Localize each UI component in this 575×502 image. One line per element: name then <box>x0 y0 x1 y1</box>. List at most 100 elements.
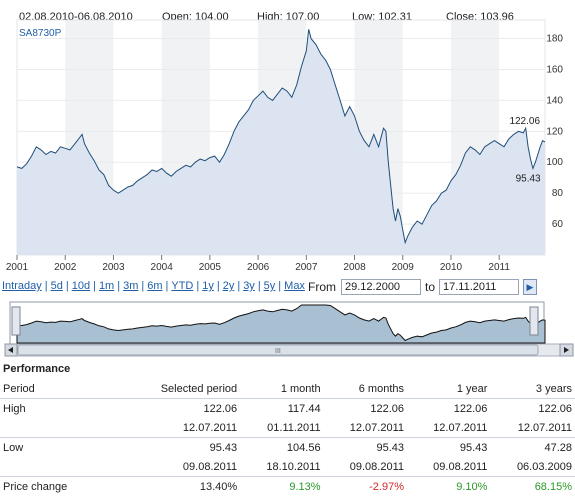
period-link-3m[interactable]: 3m <box>123 280 139 292</box>
period-separator: | <box>141 280 145 292</box>
period-link-1m[interactable]: 1m <box>98 280 115 292</box>
from-date-input[interactable] <box>341 279 421 295</box>
period-link-6m[interactable]: 6m <box>147 280 163 292</box>
period-link-intraday[interactable]: Intraday <box>2 280 42 292</box>
period-separator: | <box>165 280 169 292</box>
cell: 09.08.2011 <box>182 460 238 473</box>
row-label: Price change <box>0 476 126 496</box>
header-cell: 1 year <box>456 382 488 395</box>
cell: 122.06 <box>490 398 575 418</box>
x-tick-label: 2009 <box>392 262 415 273</box>
performance-title: Performance <box>3 363 71 375</box>
period-link-5y[interactable]: 5y <box>263 280 276 292</box>
price-line <box>16 29 546 245</box>
period-link-1y[interactable]: 1y <box>202 280 214 292</box>
scrollbar-grip: III <box>275 348 281 355</box>
cell: 12.07.2011 <box>517 421 572 434</box>
header-cell: 1 month <box>280 382 321 395</box>
period-link-3y[interactable]: 3y <box>243 280 255 292</box>
play-icon: ▶ <box>526 282 534 292</box>
performance-table: Period Selected period 1 month 6 months … <box>0 379 575 496</box>
x-tick-label: 2010 <box>440 262 463 273</box>
period-separator: | <box>216 280 220 292</box>
apply-range-button[interactable]: ▶ <box>523 279 537 295</box>
cell: 09.08.2011 <box>349 460 404 473</box>
cell: 95.43 <box>323 437 407 457</box>
period-link-max[interactable]: Max <box>284 280 305 292</box>
cell: 122.06 <box>323 398 407 418</box>
right-arrow-icon <box>564 347 569 353</box>
period-link-5d[interactable]: 5d <box>50 280 63 292</box>
to-label: to <box>425 280 436 294</box>
x-tick-label: 2005 <box>199 262 222 273</box>
x-tick-label: 2011 <box>488 262 510 273</box>
y-tick-label: 160 <box>546 64 563 75</box>
table-header-row: Period Selected period 1 month 6 months … <box>0 379 575 399</box>
to-date-input[interactable] <box>439 279 519 295</box>
navigator-left-handle[interactable] <box>11 306 21 336</box>
price-chart: 60 80 100 120 140 160 180 2001 2002 2003 2004 2005… <box>4 19 574 357</box>
value-annotation: 122.06 <box>509 116 540 127</box>
table-row: Low 95.43 104.56 95.43 95.43 47.28 <box>0 437 575 457</box>
cell: 104.56 <box>240 437 324 457</box>
cell: 01.11.2011 <box>267 421 321 434</box>
price-area <box>17 29 545 255</box>
y-tick-label: 80 <box>552 188 564 199</box>
x-tick-label: 2002 <box>54 262 77 273</box>
x-tick-label: 2006 <box>247 262 270 273</box>
navigator-area <box>16 304 546 344</box>
cell: 9.10% <box>407 476 491 496</box>
table-row: 12.07.2011 01.11.2011 12.07.2011 12.07.2… <box>0 418 575 438</box>
table-row: Price change 13.40% 9.13% -2.97% 9.10% 6… <box>0 476 575 496</box>
cell: 117.44 <box>240 398 324 418</box>
period-separator: | <box>93 280 96 292</box>
cell: 12.07.2011 <box>349 421 404 434</box>
header-cell: 3 years <box>535 382 572 395</box>
period-link-2y[interactable]: 2y <box>222 280 235 292</box>
x-tick-label: 2007 <box>295 262 318 273</box>
period-separator: | <box>44 280 48 292</box>
x-tick-label: 2001 <box>6 262 29 273</box>
y-tick-label: 180 <box>546 34 563 45</box>
scrollbar-thumb[interactable] <box>17 344 539 356</box>
navigator-right-handle[interactable] <box>529 306 539 336</box>
cell: 122.06 <box>126 398 241 418</box>
period-link-ytd[interactable]: YTD <box>171 280 194 292</box>
cell: 95.43 <box>407 437 491 457</box>
period-separator: | <box>278 280 282 292</box>
y-tick-label: 120 <box>546 126 563 137</box>
cell: 18.10.2011 <box>266 460 321 473</box>
y-tick-label: 60 <box>552 219 564 230</box>
row-label: Low <box>0 437 126 457</box>
cell: 9.13% <box>240 476 324 496</box>
cell: 95.43 <box>126 437 241 457</box>
period-separator: | <box>117 280 121 292</box>
cell: 122.06 <box>407 398 491 418</box>
cell: 47.28 <box>490 437 575 457</box>
x-tick-label: 2004 <box>151 262 174 273</box>
x-tick-label: 2008 <box>343 262 366 273</box>
left-arrow-icon <box>8 347 13 353</box>
header-cell: Period <box>3 382 35 395</box>
period-separator: | <box>65 280 69 292</box>
table-row: 09.08.2011 18.10.2011 09.08.2011 09.08.2… <box>0 457 575 477</box>
from-label: From <box>308 280 336 294</box>
x-tick-label: 2003 <box>102 262 125 273</box>
cell: 06.03.2009 <box>516 460 572 473</box>
period-separator: | <box>196 280 200 292</box>
cell: 09.08.2011 <box>433 460 488 473</box>
period-separator: | <box>257 280 261 292</box>
period-links: Intraday | 5d | 10d | 1m | 3m | 6m | YTD | 1y | 2y | 3y | 5y… <box>2 280 305 292</box>
value-annotation: 95.43 <box>516 173 541 184</box>
row-label <box>0 457 126 477</box>
period-link-10d[interactable]: 10d <box>71 280 91 292</box>
cell: -2.97% <box>323 476 407 496</box>
header-cell: Selected period <box>160 382 238 395</box>
row-label: High <box>0 398 126 418</box>
y-tick-label: 140 <box>546 95 563 106</box>
y-tick-label: 100 <box>546 157 563 168</box>
cell: 68.15% <box>490 476 575 496</box>
period-separator: | <box>237 280 241 292</box>
row-label <box>0 418 126 438</box>
cell: 13.40% <box>126 476 241 496</box>
